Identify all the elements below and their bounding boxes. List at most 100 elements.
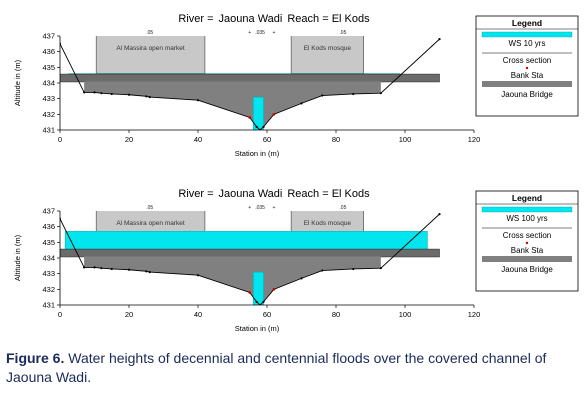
legend-title: Legend	[512, 18, 542, 28]
y-tick-label: 435	[42, 238, 55, 247]
cross-section-point	[438, 38, 441, 41]
x-tick-label: 40	[194, 135, 202, 144]
culvert-opening	[252, 271, 264, 305]
legend-label: WS 10 yrs	[509, 39, 546, 48]
figure-caption-text: Water heights of decennial and centennia…	[6, 350, 547, 385]
chart-title-part: Jaouna Wadi	[219, 188, 283, 200]
legend-box	[475, 15, 579, 117]
y-tick-label: 435	[42, 63, 55, 72]
ground-fill	[84, 81, 381, 130]
x-tick-label: 40	[194, 310, 202, 319]
cross-section-point	[352, 267, 355, 271]
chart-title-part: River =	[178, 188, 213, 200]
x-tick-label: 60	[263, 135, 271, 144]
cross-section-point	[379, 267, 382, 270]
cross-section-point	[93, 91, 96, 94]
cross-section-point	[196, 274, 200, 277]
top-mark: +	[272, 30, 275, 36]
building	[95, 36, 206, 74]
chart-title-part: Reach = El Kods	[287, 188, 370, 200]
legend: Legend WS 100 yrs Cross section Bank Sta Jao…	[475, 190, 579, 292]
legend-swatch-water	[481, 206, 573, 213]
figure-caption-label: Figure 6.	[6, 350, 65, 366]
legend-swatch-dot	[525, 241, 529, 245]
cross-section-point	[148, 96, 151, 99]
cross-section-point	[255, 125, 258, 128]
y-axis-label: Altitude in (m)	[13, 234, 22, 281]
legend-swatch-bridge	[482, 256, 572, 262]
cross-section-point	[93, 266, 96, 269]
top-mark: +	[248, 30, 251, 36]
bridge-deck	[60, 248, 440, 258]
x-tick-label: 0	[58, 310, 62, 319]
building-label: El Kods mosque	[304, 220, 352, 227]
legend-label: Bank Sta	[511, 246, 544, 255]
legend-swatch-dot	[525, 66, 529, 70]
cross-section-point	[110, 267, 113, 271]
legend-label: Bank Sta	[511, 71, 544, 80]
plot-area: Al Massira open market El Kods mosque	[60, 211, 441, 305]
cross-section-point	[148, 271, 151, 274]
legend-title: Legend	[512, 193, 542, 203]
building	[290, 36, 364, 74]
cross-section-point	[300, 102, 303, 105]
y-tick-label: 432	[42, 110, 55, 119]
building-label: Al Massira open market	[116, 220, 184, 227]
x-tick-label: 100	[399, 135, 412, 144]
bank-station-point	[248, 116, 252, 119]
x-tick-label: 100	[399, 310, 412, 319]
cross-section-chart: River = Jaouna Wadi Reach = El Kods Al Mass…	[13, 188, 579, 333]
cross-section-point	[379, 92, 382, 95]
x-tick-label: 80	[332, 310, 340, 319]
y-tick-label: 431	[42, 126, 55, 135]
cross-section-point	[196, 99, 200, 102]
cross-section-point	[145, 95, 148, 98]
top-mark: +	[272, 205, 275, 211]
cross-section-point	[262, 300, 265, 303]
cross-section-point	[127, 93, 131, 96]
y-tick-label: 437	[42, 32, 55, 41]
figure-caption: Figure 6. Water heights of decennial and…	[6, 349, 580, 387]
x-axis-label: Station in (m)	[235, 149, 280, 158]
chart-panel-decennial: River = Jaouna Wadi Reach = El Kods Al Mass…	[0, 8, 584, 173]
legend-label: Cross section	[503, 56, 551, 65]
cross-section-chart: River = Jaouna Wadi Reach = El Kods Al Mass…	[13, 13, 579, 158]
cross-section-point	[83, 91, 86, 94]
y-tick-label: 436	[42, 222, 55, 231]
top-mark: .035	[255, 30, 265, 36]
y-tick-label: 433	[42, 94, 55, 103]
chart-title: River = Jaouna Wadi Reach = El Kods	[178, 188, 370, 200]
bank-station-point	[248, 291, 252, 294]
top-mark: .05	[146, 205, 153, 211]
top-mark: .05	[146, 30, 153, 36]
x-tick-label: 20	[125, 135, 133, 144]
cross-section-point	[321, 269, 324, 272]
x-tick-label: 120	[468, 310, 481, 319]
x-tick-label: 0	[58, 135, 62, 144]
x-tick-label: 60	[263, 310, 271, 319]
x-axis-label: Station in (m)	[235, 324, 280, 333]
building-label: El Kods mosque	[304, 45, 352, 52]
cross-section-point	[262, 125, 265, 128]
y-axis-label: Altitude in (m)	[13, 59, 22, 106]
cross-section-point	[352, 92, 355, 96]
bank-station-point	[272, 113, 276, 116]
legend-label: Cross section	[503, 231, 551, 240]
top-mark: .035	[255, 205, 265, 211]
building-label: Al Massira open market	[116, 45, 184, 52]
cross-section-point	[145, 270, 148, 273]
chart-title-part: Reach = El Kods	[287, 13, 370, 25]
legend-swatch-bridge	[482, 81, 572, 87]
legend: Legend WS 10 yrs Cross section Bank Sta Jaou…	[475, 15, 579, 117]
y-tick-label: 434	[42, 79, 55, 88]
y-tick-label: 433	[42, 269, 55, 278]
legend-swatch-water	[481, 31, 573, 38]
x-tick-label: 80	[332, 135, 340, 144]
chart-panel-centennial: River = Jaouna Wadi Reach = El Kods Al Mass…	[0, 183, 584, 348]
culvert-opening	[252, 96, 264, 130]
top-mark: .05	[339, 30, 346, 36]
top-mark: .05	[339, 205, 346, 211]
cross-section-point	[100, 267, 103, 270]
ground-fill	[84, 256, 381, 305]
cross-section-point	[438, 213, 441, 216]
